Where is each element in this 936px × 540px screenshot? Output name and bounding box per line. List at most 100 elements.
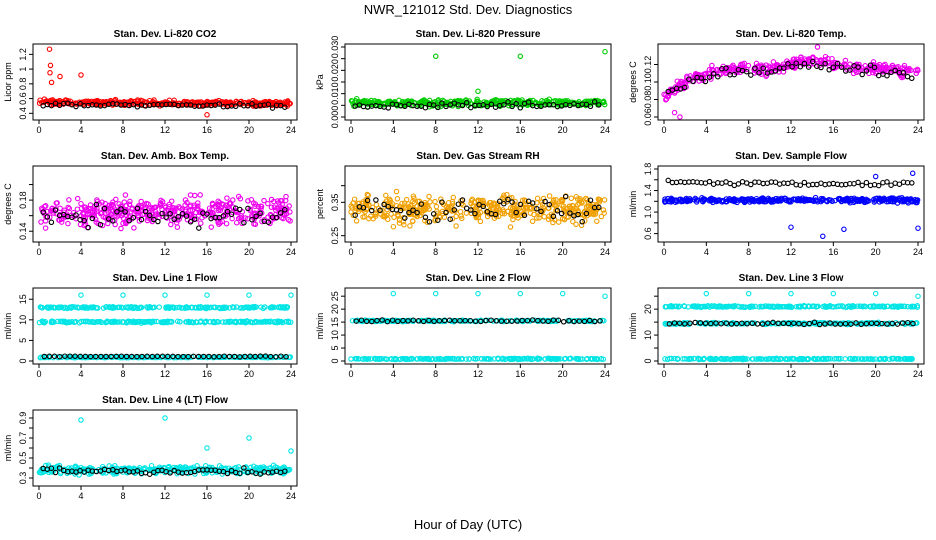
points-line2 bbox=[348, 290, 608, 363]
data-point bbox=[509, 199, 515, 205]
data-point bbox=[822, 60, 828, 67]
data-point bbox=[216, 101, 223, 107]
data-point bbox=[550, 317, 557, 323]
data-point bbox=[583, 98, 589, 105]
data-point bbox=[189, 207, 196, 214]
data-point bbox=[774, 303, 780, 310]
data-point bbox=[162, 319, 169, 325]
x-tick-label: 8 bbox=[120, 491, 125, 501]
data-point bbox=[748, 197, 755, 203]
data-point bbox=[550, 197, 557, 204]
data-point bbox=[587, 103, 594, 110]
data-point bbox=[123, 353, 130, 360]
data-point bbox=[426, 317, 432, 324]
data-point bbox=[410, 317, 417, 323]
data-point bbox=[752, 303, 758, 310]
data-point bbox=[246, 435, 252, 441]
data-point bbox=[486, 317, 492, 324]
data-point bbox=[155, 218, 161, 225]
data-point bbox=[365, 192, 372, 199]
data-point bbox=[396, 220, 403, 226]
data-point bbox=[67, 353, 73, 359]
data-point bbox=[516, 355, 523, 362]
data-point bbox=[818, 57, 824, 63]
data-point bbox=[770, 319, 776, 326]
data-point bbox=[55, 304, 61, 311]
data-point bbox=[801, 60, 808, 67]
data-point bbox=[708, 320, 714, 327]
data-point bbox=[73, 212, 79, 218]
data-point bbox=[537, 211, 543, 217]
data-point bbox=[402, 215, 408, 221]
data-point bbox=[457, 208, 464, 215]
data-point bbox=[239, 319, 246, 325]
data-point bbox=[122, 192, 129, 198]
data-point bbox=[89, 319, 96, 325]
data-point bbox=[57, 73, 63, 80]
data-point bbox=[184, 98, 190, 105]
data-point bbox=[834, 60, 841, 67]
data-point bbox=[353, 355, 359, 362]
data-point bbox=[282, 197, 289, 204]
data-point bbox=[62, 353, 68, 359]
data-point bbox=[906, 67, 912, 74]
data-point bbox=[99, 199, 105, 205]
data-point bbox=[216, 463, 223, 469]
data-point bbox=[481, 356, 488, 362]
data-point bbox=[237, 470, 243, 476]
data-point bbox=[879, 320, 885, 327]
data-point bbox=[128, 353, 135, 360]
data-point bbox=[468, 104, 474, 111]
data-point bbox=[459, 215, 465, 222]
x-tick-label: 12 bbox=[786, 247, 796, 257]
data-point bbox=[690, 78, 696, 85]
data-point bbox=[165, 304, 171, 310]
data-point bbox=[36, 100, 43, 106]
data-point bbox=[545, 318, 551, 325]
data-point bbox=[191, 216, 198, 222]
data-point bbox=[153, 211, 160, 217]
x-tick-label: 20 bbox=[871, 125, 881, 135]
data-point bbox=[503, 318, 510, 324]
data-point bbox=[228, 211, 235, 218]
data-point bbox=[892, 303, 898, 309]
data-point bbox=[381, 212, 388, 218]
data-point bbox=[52, 100, 59, 107]
data-point bbox=[569, 202, 576, 209]
data-point bbox=[432, 53, 439, 60]
x-tick-label: 8 bbox=[120, 125, 125, 135]
data-point bbox=[223, 220, 230, 227]
data-point bbox=[192, 305, 199, 311]
data-point bbox=[765, 303, 772, 310]
data-point bbox=[195, 203, 201, 209]
data-point bbox=[696, 356, 702, 363]
data-point bbox=[241, 465, 247, 471]
data-point bbox=[463, 100, 470, 106]
data-point bbox=[508, 355, 515, 362]
data-point bbox=[908, 67, 914, 74]
data-point bbox=[698, 304, 705, 310]
data-point bbox=[871, 64, 878, 71]
x-tick-label: 16 bbox=[828, 369, 838, 379]
data-point bbox=[42, 225, 49, 231]
data-point bbox=[781, 65, 787, 71]
data-point bbox=[601, 210, 607, 216]
data-point bbox=[900, 70, 907, 76]
data-point bbox=[209, 206, 215, 212]
data-point bbox=[477, 218, 484, 225]
y-axis-label: ml/min bbox=[628, 313, 638, 340]
data-point bbox=[832, 321, 838, 327]
data-point bbox=[265, 200, 271, 207]
data-point bbox=[749, 320, 756, 327]
x-tick-label: 0 bbox=[36, 125, 41, 135]
data-point bbox=[855, 64, 861, 70]
data-point bbox=[519, 197, 526, 204]
data-point bbox=[585, 203, 591, 209]
data-point bbox=[521, 212, 528, 219]
data-point bbox=[766, 63, 772, 69]
data-point bbox=[273, 353, 279, 360]
data-point bbox=[500, 207, 506, 213]
x-tick-label: 4 bbox=[704, 369, 709, 379]
data-point bbox=[505, 208, 511, 214]
